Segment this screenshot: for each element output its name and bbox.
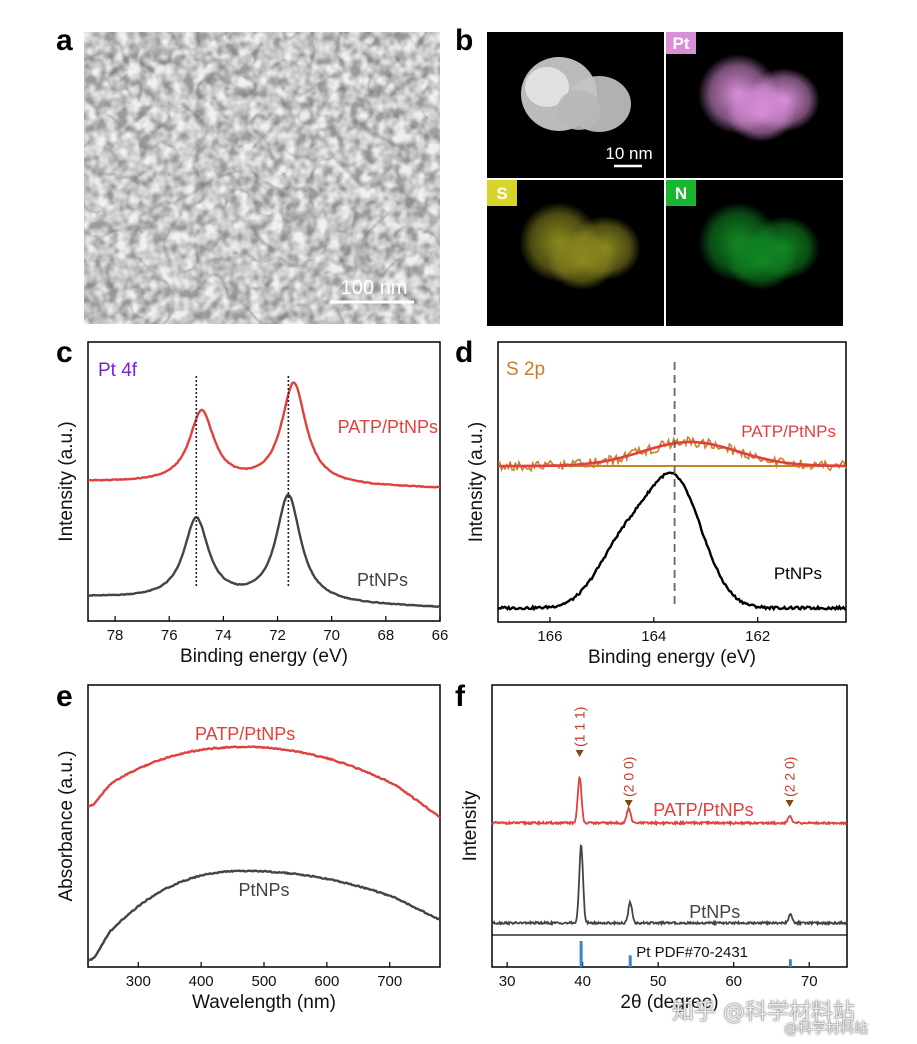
chart-c-x-tick-label: 76	[161, 627, 178, 644]
chart-d-xps-s2p: 166 164 162 Binding energy (eV) Intensity (a…	[466, 341, 847, 668]
panel-label-d: d	[455, 336, 474, 369]
chart-c-y-axis-title: Intensity (a.u.)	[56, 421, 77, 541]
chart-d-series-patp-ptnps	[498, 440, 846, 468]
chart-d-x-tick-label: 164	[641, 628, 666, 645]
chart-f-peak-label: (1 1 1)	[572, 707, 588, 747]
chart-e-x-tick-label: 400	[189, 973, 214, 990]
chart-c-x-tick-label: 70	[323, 627, 340, 644]
chart-f-x-tick-label: 40	[574, 973, 591, 990]
chart-c-x-tick-label: 78	[107, 627, 124, 644]
s-map-label: S	[496, 184, 507, 203]
chart-d-label-ptnps: PtNPs	[774, 564, 822, 583]
chart-f-peak-label: (2 2 0)	[782, 757, 798, 797]
chart-d-title: S 2p	[506, 359, 545, 380]
n-map-label: N	[675, 184, 687, 203]
chart-d-x-tick-label: 162	[745, 628, 770, 645]
chart-f-peak-marker	[575, 750, 584, 757]
chart-e-x-axis-title: Wavelength (nm)	[192, 992, 336, 1013]
chart-f-peak-marker	[785, 800, 794, 807]
panel-label-c: c	[56, 336, 73, 369]
chart-d-series-ptnps	[497, 471, 847, 612]
pt-map: Pt	[666, 32, 844, 179]
chart-f-label-patp-ptnps: PATP/PtNPs	[653, 800, 753, 820]
eds-maps: 10 nm Pt S N	[487, 32, 844, 327]
panel-label-e: e	[56, 680, 73, 713]
haadf-image: 10 nm	[487, 32, 664, 178]
chart-f-x-axis-title: 2θ (degree)	[620, 992, 718, 1013]
chart-e-series-patp-ptnps	[87, 745, 441, 819]
chart-f-xrd: 30 40 50 60 70 2θ (degree) Intensity (1 1 1) (2 …	[460, 684, 848, 1013]
chart-c-x-axis-title: Binding energy (eV)	[180, 646, 348, 667]
chart-e-uvvis: 300 400 500 600 700 Wavelength (nm) Absorbance…	[56, 684, 441, 1013]
chart-c-title: Pt 4f	[98, 360, 138, 381]
chart-f-peak-marker	[624, 800, 633, 807]
s-map: S	[487, 180, 665, 327]
chart-f-peak-label: (2 0 0)	[621, 757, 637, 797]
sem-image: 100 nm	[84, 32, 440, 324]
chart-f-x-tick-label: 70	[801, 973, 818, 990]
chart-c-series-patp-ptnps	[87, 381, 441, 489]
chart-e-x-tick-label: 600	[314, 973, 339, 990]
panel-label-a: a	[56, 24, 73, 57]
chart-c-plot-frame	[87, 341, 441, 622]
chart-c-xps-pt4f: 78 76 74 72 70 68 66 Binding energy (eV) Intensi…	[56, 341, 449, 667]
watermark: 知乎 @科学材料站	[672, 1000, 855, 1025]
chart-e-y-axis-title: Absorbance (a.u.)	[56, 750, 77, 901]
chart-d-plot-frame	[497, 341, 847, 623]
chart-d-y-axis-title: Intensity (a.u.)	[466, 422, 487, 542]
chart-c-x-tick-label: 68	[378, 627, 395, 644]
chart-c-label-ptnps: PtNPs	[357, 570, 408, 590]
chart-f-series-patp-ptnps	[491, 775, 848, 827]
chart-f-x-tick-label: 50	[650, 973, 667, 990]
chart-e-label-patp-ptnps: PATP/PtNPs	[195, 724, 295, 744]
panel-label-f: f	[455, 680, 465, 713]
chart-f-x-tick-label: 60	[725, 973, 742, 990]
chart-f-label-ptnps: PtNPs	[689, 902, 740, 922]
chart-d-x-axis-title: Binding energy (eV)	[588, 647, 756, 668]
chart-d-x-tick-label: 166	[537, 628, 562, 645]
watermark-sub: @科学材料站	[784, 1021, 868, 1037]
chart-c-x-tick-label: 72	[269, 627, 286, 644]
scale-label-b: 10 nm	[605, 144, 652, 163]
scale-label-a: 100 nm	[341, 277, 408, 299]
chart-c-x-tick-label: 66	[432, 627, 449, 644]
chart-e-series-ptnps	[87, 869, 441, 962]
chart-f-y-axis-title: Intensity	[460, 790, 481, 861]
chart-c-series-ptnps	[87, 493, 441, 609]
pt-map-label: Pt	[673, 34, 690, 53]
chart-c-label-patp-ptnps: PATP/PtNPs	[338, 417, 438, 437]
chart-e-x-tick-label: 500	[251, 973, 276, 990]
chart-d-label-patp-ptnps: PATP/PtNPs	[741, 422, 836, 441]
chart-e-label-ptnps: PtNPs	[238, 880, 289, 900]
panel-label-b: b	[455, 24, 474, 57]
chart-e-x-tick-label: 300	[126, 973, 151, 990]
chart-f-series-ptnps	[491, 843, 848, 927]
chart-f-plot-frame	[491, 684, 848, 968]
chart-c-x-tick-label: 74	[215, 627, 232, 644]
chart-f-x-tick-label: 30	[499, 973, 516, 990]
chart-e-x-tick-label: 700	[377, 973, 402, 990]
n-map: N	[666, 180, 844, 327]
chart-f-reference-label: Pt PDF#70-2431	[636, 944, 748, 961]
